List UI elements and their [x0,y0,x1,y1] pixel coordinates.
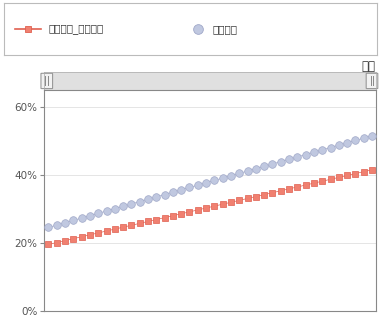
Text: 高齢化率: 高齢化率 [213,24,238,34]
Text: 全国平均_高齢化率: 全国平均_高齢化率 [49,24,104,34]
Text: 戻る: 戻る [362,60,375,73]
FancyBboxPatch shape [41,73,53,89]
FancyBboxPatch shape [366,73,378,89]
